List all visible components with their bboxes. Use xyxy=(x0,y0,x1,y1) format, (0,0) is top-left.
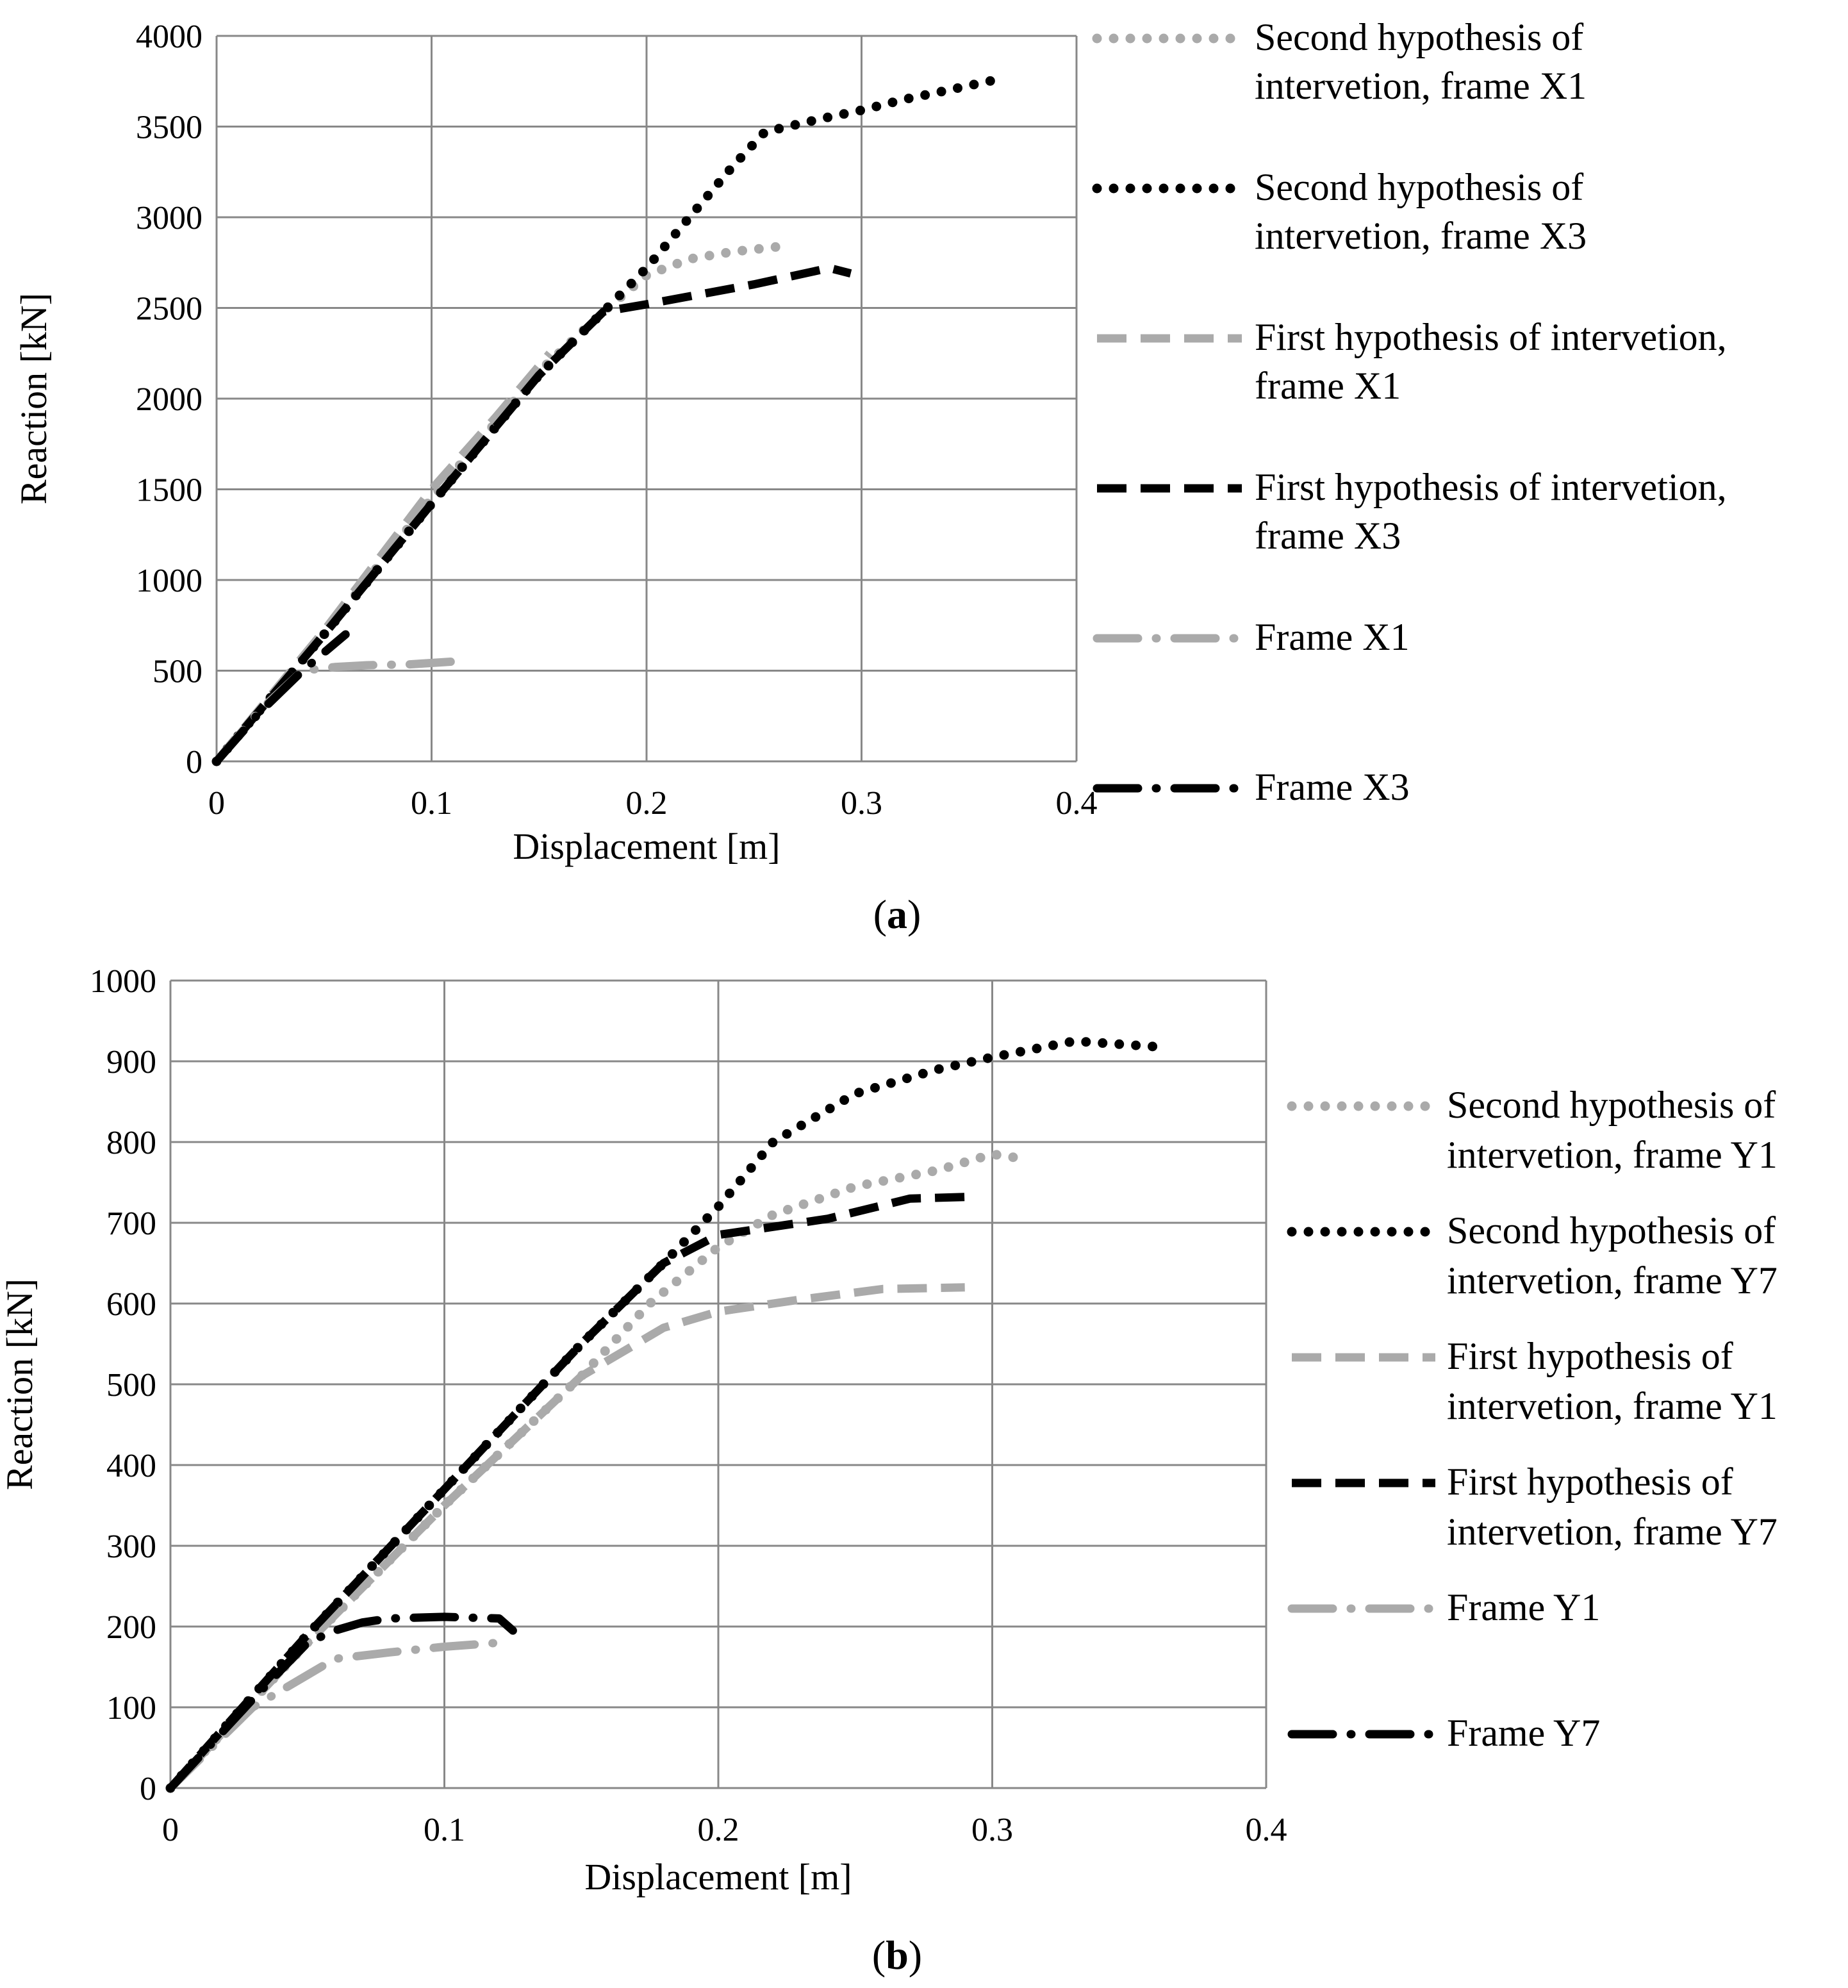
x-tick-label: 0.1 xyxy=(411,785,452,822)
caption-close: ) xyxy=(907,891,921,937)
legend: Second hypothesis of intervetion, frame Y… xyxy=(1287,1084,1778,1754)
tick-labels: 0 100 200 300 400 500 600 700 800 900 1000 0 0.1 0.2 0… xyxy=(90,963,1287,1848)
caption-letter: a xyxy=(887,891,907,937)
y-tick-label: 3000 xyxy=(136,200,202,236)
legend-item: Second hypothesis of intervetion, frame X… xyxy=(1092,166,1587,257)
legend-label: intervetion, frame Y1 xyxy=(1447,1134,1778,1176)
legend-item: First hypothesis of intervetion, frame Y1 xyxy=(1292,1335,1778,1427)
y-tick-label: 900 xyxy=(106,1044,156,1081)
series-line-1 xyxy=(211,241,787,766)
x-axis-label: Displacement [m] xyxy=(584,1856,852,1898)
legend-label: Second hypothesis of xyxy=(1255,166,1583,208)
legend-item: Frame X3 xyxy=(1093,766,1410,808)
y-tick-label: 800 xyxy=(106,1125,156,1161)
caption-open: ( xyxy=(872,1932,886,1978)
y-tick-label: 500 xyxy=(106,1367,156,1404)
y-tick-label: 400 xyxy=(106,1448,156,1484)
legend-label: intervetion, frame X3 xyxy=(1255,215,1587,257)
legend-item: First hypothesis of intervetion, frame X3 xyxy=(1097,466,1727,557)
y-tick-label: 0 xyxy=(186,744,202,781)
legend-item: First hypothesis of intervetion, frame Y7 xyxy=(1292,1461,1778,1553)
x-tick-label: 0.4 xyxy=(1246,1812,1287,1848)
tick-labels: 0 500 1000 1500 2000 2500 3000 3500 4000 0 0.1 0.2 0… xyxy=(136,19,1098,822)
x-tick-label: 0.3 xyxy=(841,785,882,822)
caption-close: ) xyxy=(909,1932,922,1978)
gridlines xyxy=(169,979,1267,1789)
legend-label: Frame X3 xyxy=(1255,766,1410,808)
series-line-2 xyxy=(165,1036,1162,1793)
y-tick-label: 700 xyxy=(106,1205,156,1242)
series-line-3 xyxy=(167,1283,965,1791)
y-tick-label: 200 xyxy=(106,1609,156,1646)
x-tick-label: 0 xyxy=(208,785,225,822)
legend-label: Frame Y1 xyxy=(1447,1586,1600,1628)
x-tick-label: 0.1 xyxy=(424,1812,465,1848)
series-line-1 xyxy=(165,1149,1025,1793)
y-tick-label: 1000 xyxy=(90,963,156,1000)
x-tick-label: 0.2 xyxy=(698,1812,739,1848)
legend-label: frame X3 xyxy=(1255,515,1401,557)
legend-label: intervetion, frame X1 xyxy=(1255,65,1587,107)
legend-item: Frame X1 xyxy=(1093,616,1410,658)
y-tick-label: 300 xyxy=(106,1528,156,1565)
y-tick-label: 500 xyxy=(153,654,202,690)
y-tick-label: 0 xyxy=(140,1771,156,1807)
legend-label: First hypothesis of intervetion, xyxy=(1255,316,1727,358)
legend-label: intervetion, frame Y7 xyxy=(1447,1259,1778,1302)
series-line-6 xyxy=(212,630,350,766)
legend-label: Frame X1 xyxy=(1255,616,1410,658)
x-tick-label: 0 xyxy=(162,1812,179,1848)
y-tick-label: 600 xyxy=(106,1286,156,1323)
y-tick-label: 100 xyxy=(106,1690,156,1727)
series-line-5 xyxy=(166,1638,504,1793)
legend: Second hypothesis of intervetion, frame X… xyxy=(1092,16,1727,808)
caption-open: ( xyxy=(873,891,887,937)
series-line-4 xyxy=(167,1193,965,1791)
chart-a: 0 500 1000 1500 2000 2500 3000 3500 4000 0 0.1 0.2 0… xyxy=(13,16,1727,937)
legend-label: Second hypothesis of xyxy=(1447,1084,1776,1126)
gridlines xyxy=(215,35,1078,763)
series-line-2 xyxy=(211,72,1011,766)
legend-item: Second hypothesis of intervetion, frame Y… xyxy=(1287,1209,1778,1302)
legend-item: Frame Y1 xyxy=(1287,1586,1600,1628)
x-tick-label: 0.4 xyxy=(1056,785,1098,822)
y-tick-label: 1500 xyxy=(136,472,202,509)
y-axis-label: Reaction [kN] xyxy=(0,1279,40,1490)
legend-label: First hypothesis of xyxy=(1447,1335,1733,1377)
y-tick-label: 2500 xyxy=(136,291,202,327)
x-tick-label: 0.2 xyxy=(626,785,668,822)
legend-label: intervetion, frame Y7 xyxy=(1447,1511,1778,1553)
legend-label: Second hypothesis of xyxy=(1255,16,1583,58)
y-axis-label: Reaction [kN] xyxy=(13,293,54,504)
y-tick-label: 1000 xyxy=(136,563,202,599)
x-tick-label: 0.3 xyxy=(971,1812,1013,1848)
legend-item: Second hypothesis of intervetion, frame X… xyxy=(1092,16,1587,107)
series-group xyxy=(211,72,1011,766)
y-tick-label: 3500 xyxy=(136,110,202,146)
series-line-5 xyxy=(212,657,458,766)
legend-label: First hypothesis of intervetion, xyxy=(1255,466,1727,508)
y-tick-label: 4000 xyxy=(136,19,202,55)
chart-caption: (a) xyxy=(873,891,921,937)
legend-item: Frame Y7 xyxy=(1287,1712,1600,1754)
chart-caption: (b) xyxy=(872,1932,922,1978)
legend-label: First hypothesis of xyxy=(1447,1461,1733,1503)
series-line-4 xyxy=(213,263,852,765)
legend-label: intervetion, frame Y1 xyxy=(1447,1385,1778,1427)
legend-label: Frame Y7 xyxy=(1447,1712,1600,1754)
legend-label: frame X1 xyxy=(1255,365,1401,407)
legend-item: First hypothesis of intervetion, frame X1 xyxy=(1097,316,1727,407)
series-group xyxy=(165,1036,1162,1793)
legend-item: Second hypothesis of intervetion, frame Y… xyxy=(1287,1084,1778,1176)
chart-b: 0 100 200 300 400 500 600 700 800 900 1000 0 0.1 0.2 0… xyxy=(0,963,1778,1978)
y-tick-label: 2000 xyxy=(136,381,202,418)
legend-label: Second hypothesis of xyxy=(1447,1209,1776,1252)
caption-letter: b xyxy=(886,1932,909,1978)
x-axis-label: Displacement [m] xyxy=(513,825,780,867)
series-line-6 xyxy=(166,1612,517,1793)
